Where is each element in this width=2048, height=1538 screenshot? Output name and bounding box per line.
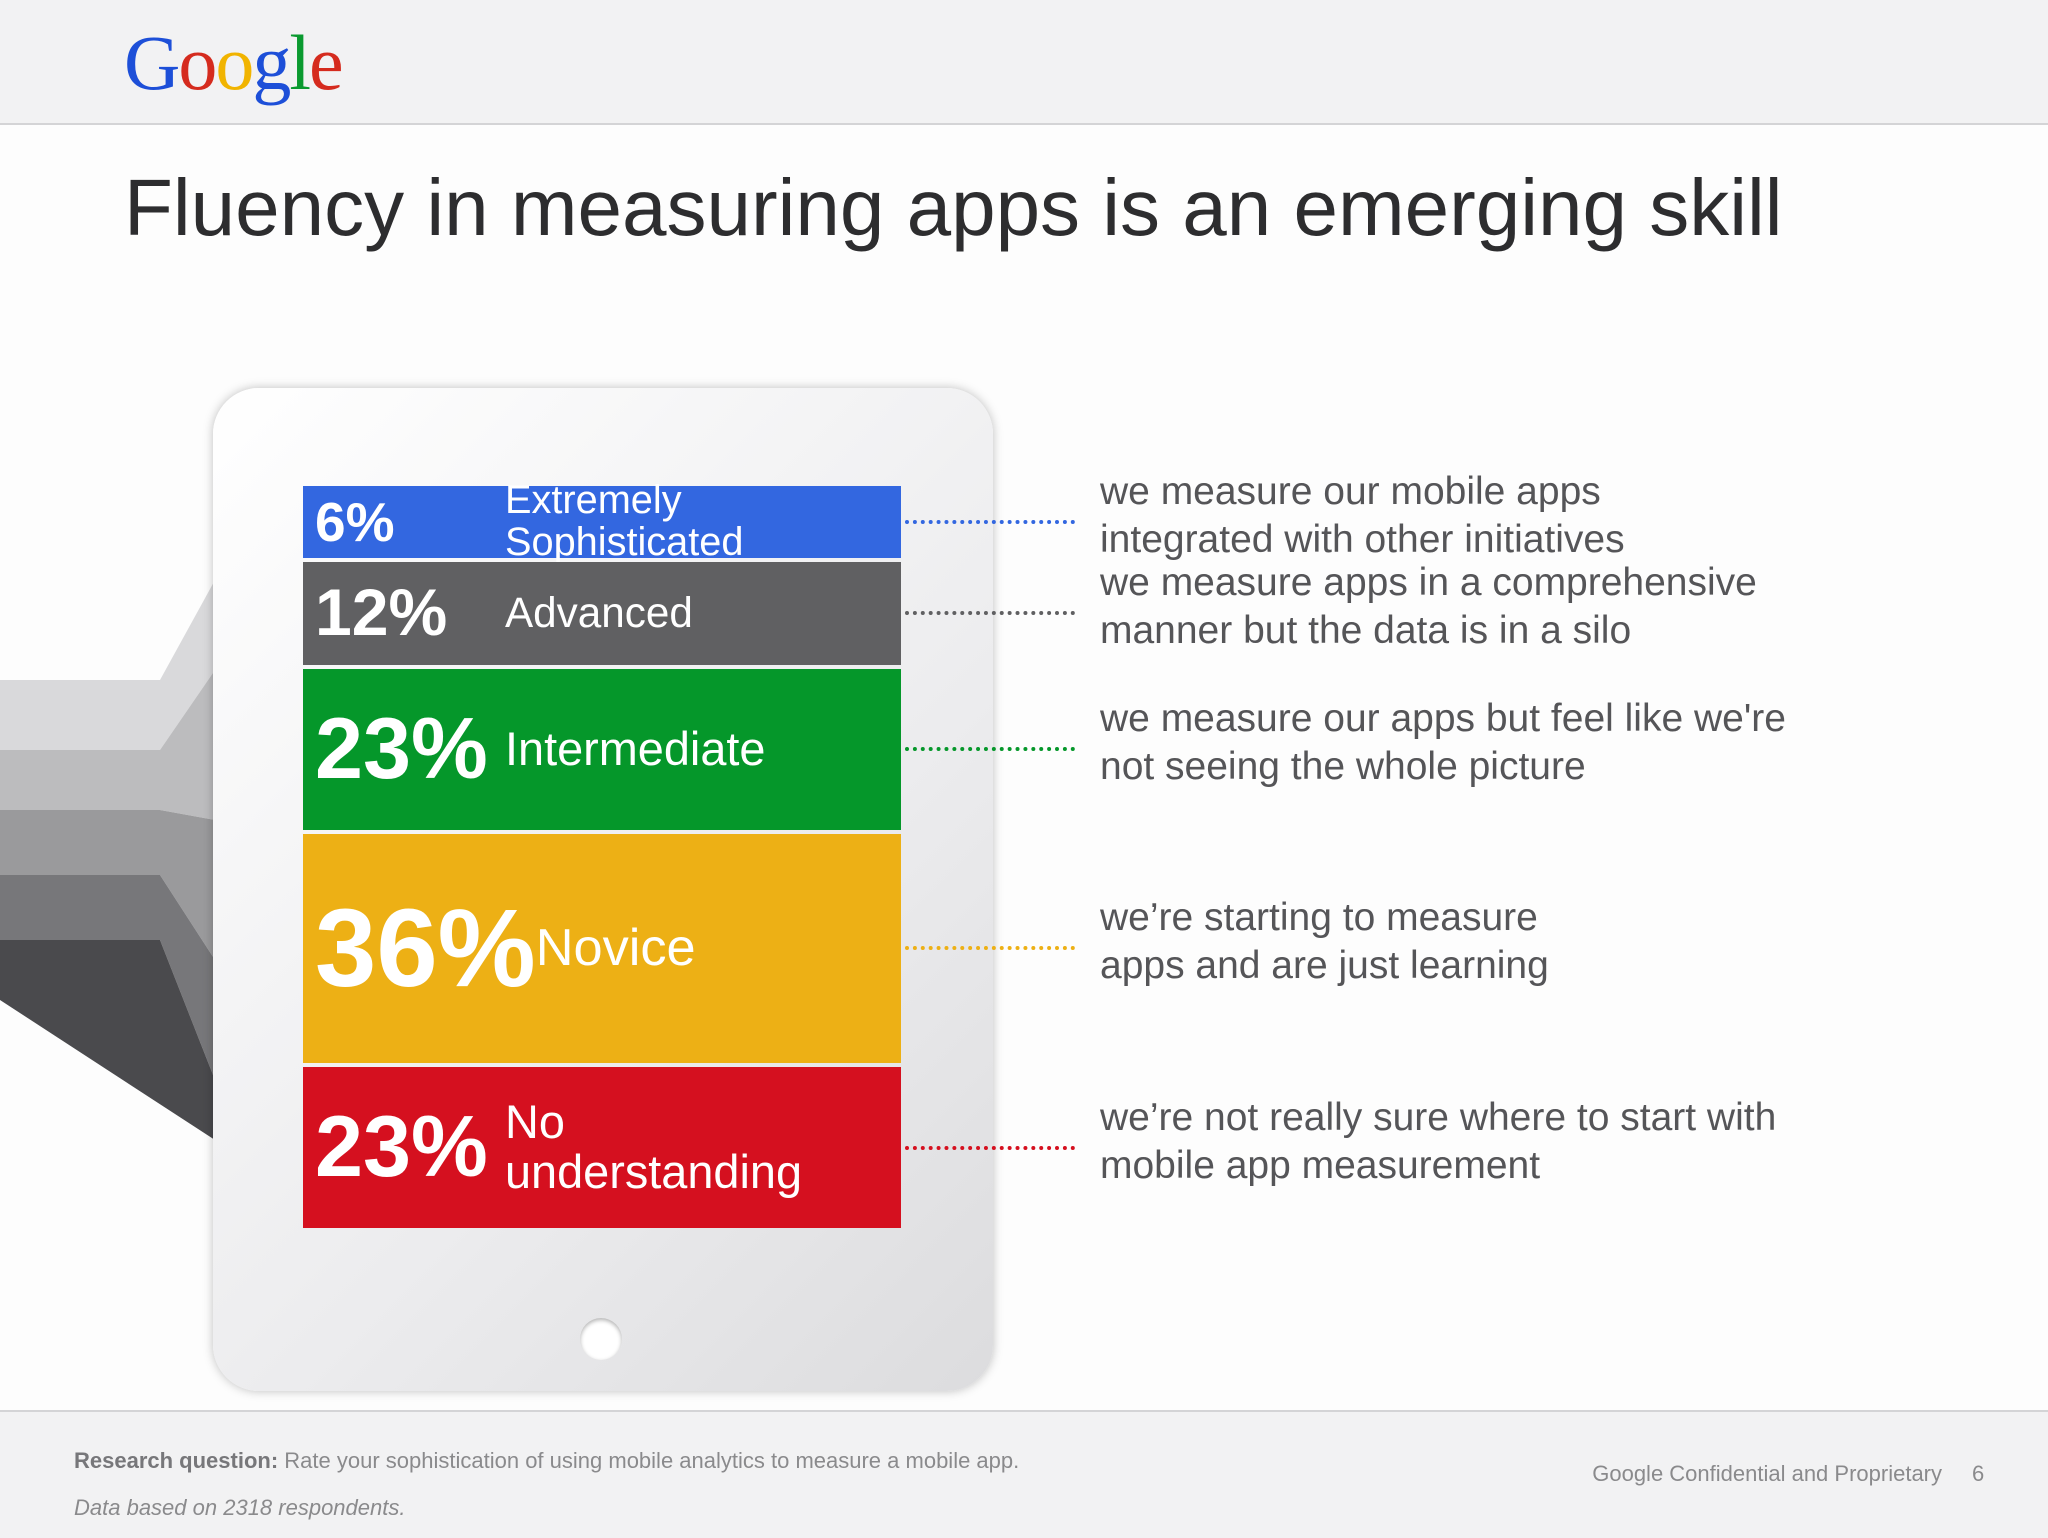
description-line: mobile app measurement <box>1100 1143 1541 1187</box>
logo: Google <box>124 19 344 106</box>
question-label: Research question: <box>74 1448 279 1473</box>
connector <box>905 1145 1075 1150</box>
page-number: 6 <box>1972 1461 1985 1486</box>
category-label: No understanding <box>505 1096 803 1198</box>
description-line: apps and are just learning <box>1100 944 1549 988</box>
description-line: we measure our apps but feel like we're <box>1100 697 1786 741</box>
bar-segment: 12% Advanced <box>303 561 901 665</box>
bar-segment: 36% Novice <box>303 833 901 1064</box>
value-label: 12% <box>315 576 448 651</box>
footer <box>0 1410 2048 1538</box>
description-line: integrated with other initiatives <box>1100 517 1625 561</box>
confidential: Google Confidential and Proprietary <box>1592 1461 1942 1486</box>
description: we measure our mobile apps integrated wit… <box>1100 468 1625 564</box>
description-line: not seeing the whole picture <box>1100 745 1586 789</box>
value-label: 23% <box>315 700 488 797</box>
connector <box>905 611 1075 616</box>
description: we measure apps in a comprehensive manner… <box>1100 559 1757 655</box>
description: we measure our apps but feel like we're n… <box>1100 695 1786 791</box>
connector <box>905 946 1075 951</box>
category-label: Extremely Sophisticated <box>505 478 744 564</box>
slide-title: Fluency in measuring apps is an emerging… <box>124 163 1783 252</box>
research-question: Research question: Rate your sophisticat… <box>74 1448 1019 1474</box>
description-line: we measure apps in a comprehensive <box>1100 561 1757 605</box>
category-label: Intermediate <box>505 722 766 775</box>
bar-segment: 23% Intermediate <box>303 668 901 830</box>
connector <box>905 519 1075 524</box>
header <box>0 0 2048 125</box>
description-line: we’re starting to measure <box>1100 896 1538 940</box>
connector <box>905 747 1075 752</box>
value-label: 6% <box>315 490 395 553</box>
note: Data based on 2318 respondents. <box>74 1495 406 1520</box>
funnel-decoration <box>0 580 215 1140</box>
question-text: Rate your sophistication of using mobile… <box>284 1448 1020 1473</box>
home-button <box>580 1318 622 1360</box>
description: we’re not really sure where to start wit… <box>1100 1094 1776 1190</box>
category-label: Novice <box>535 918 696 977</box>
category-label: Advanced <box>505 588 693 636</box>
description-line: manner but the data is in a silo <box>1100 609 1632 653</box>
description-line: we’re not really sure where to start wit… <box>1100 1095 1777 1139</box>
description-line: we measure our mobile apps <box>1100 469 1601 513</box>
value-label: 23% <box>315 1099 488 1195</box>
description: we’re starting to measure apps and are ju… <box>1100 894 1549 990</box>
bar-segment: 6% Extremely Sophisticated <box>303 479 901 563</box>
bar-segment: 23% No understanding <box>303 1067 901 1228</box>
value-label: 36% <box>315 886 536 1010</box>
